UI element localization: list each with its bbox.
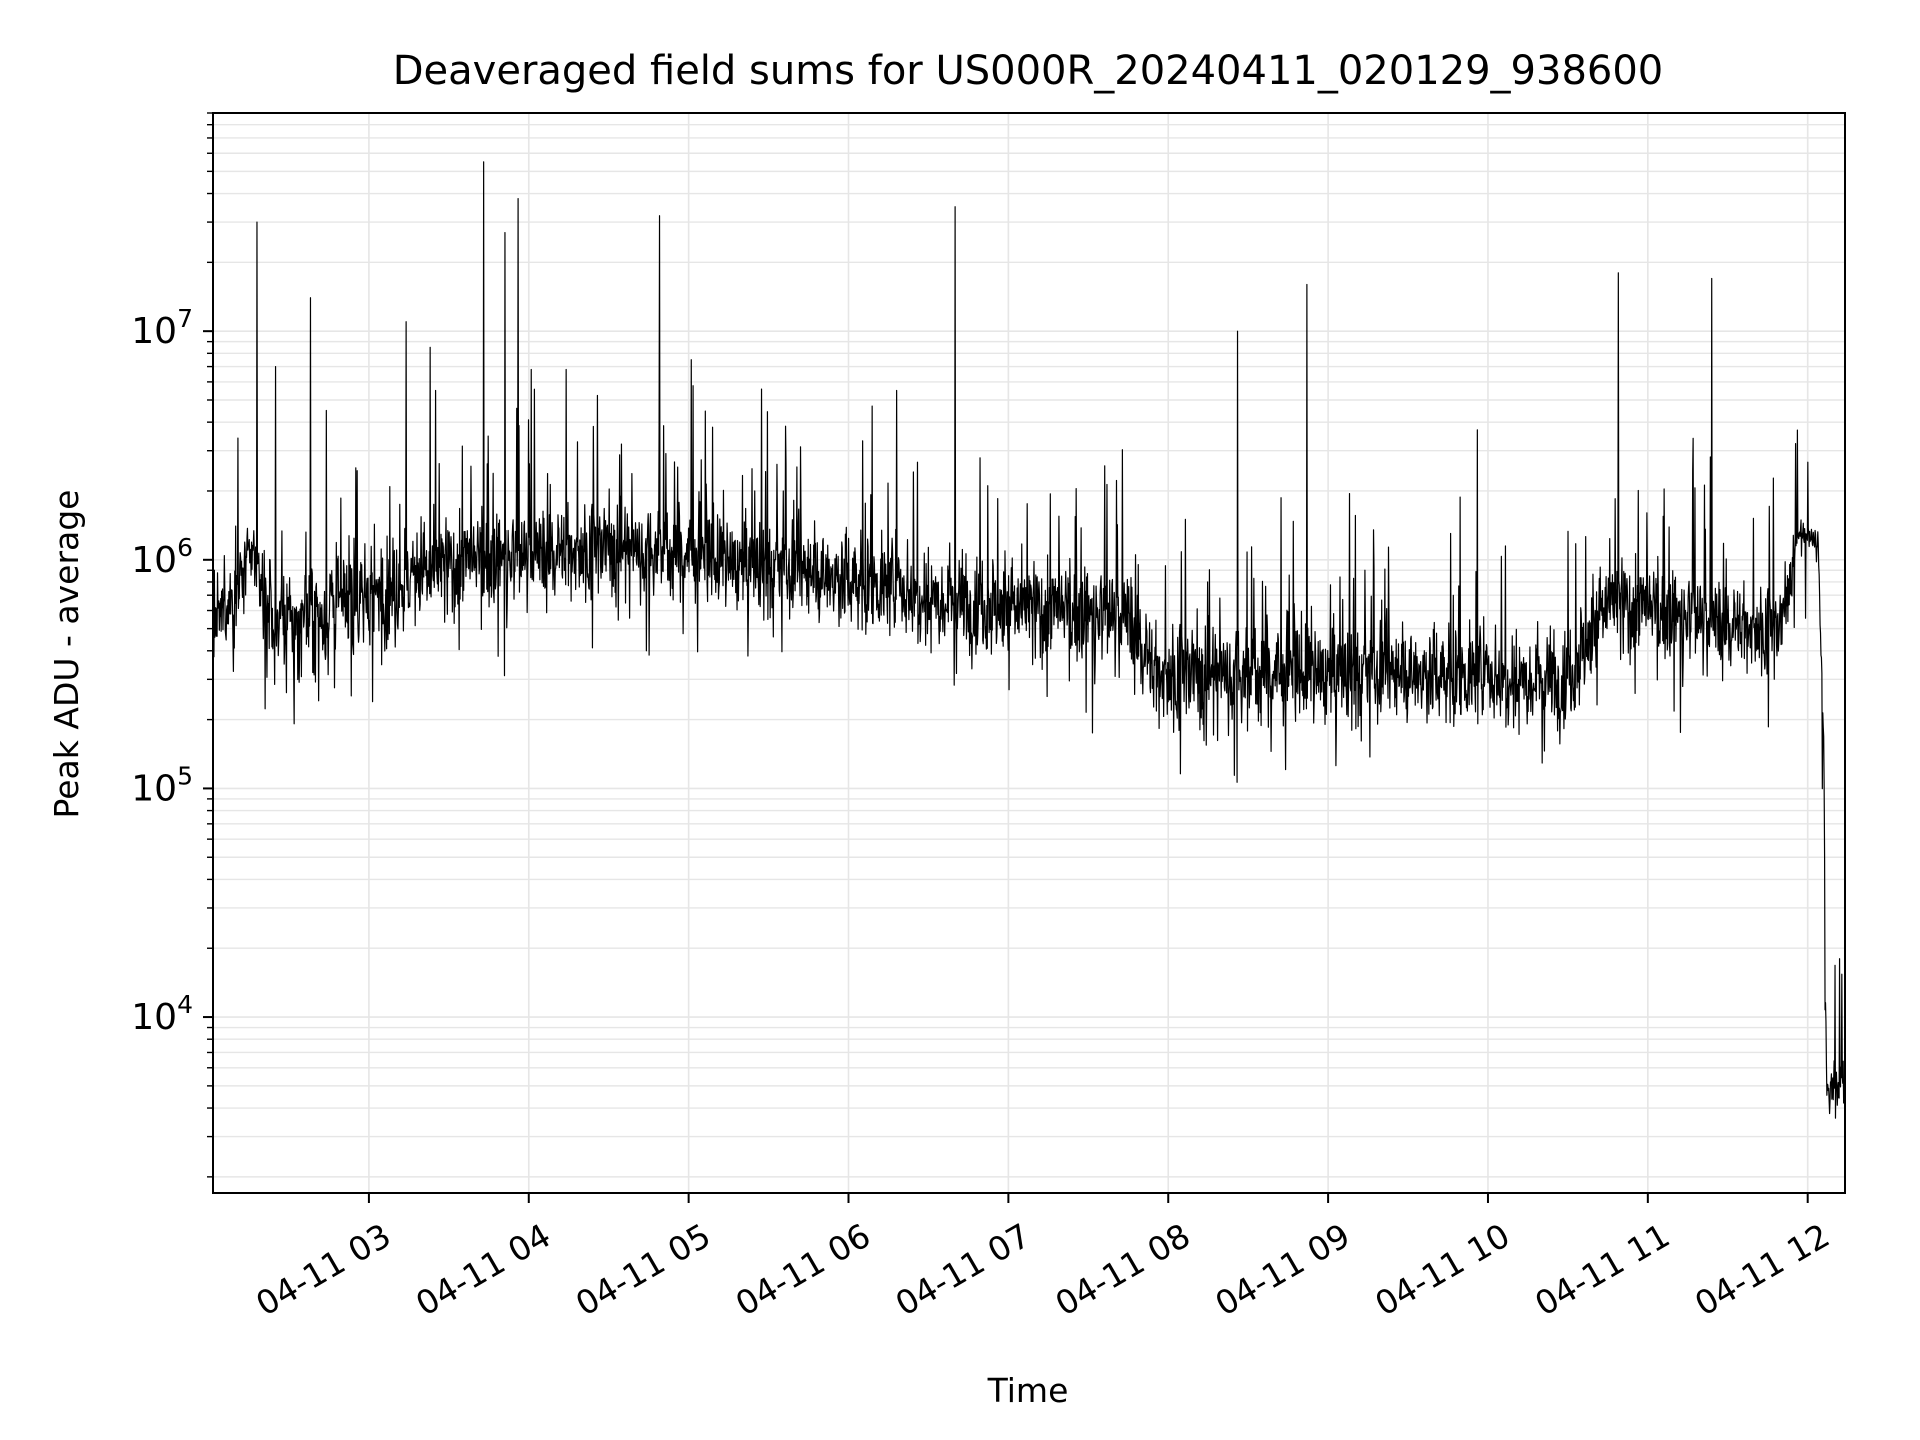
series-line (212, 161, 1846, 1119)
y-tick-label: 106 (131, 533, 193, 581)
y-axis-label: Peak ADU - average (47, 490, 86, 819)
y-axis: 104 105 106 107 (131, 112, 213, 1178)
y-tick-label: 107 (131, 304, 193, 352)
chart-title: Deaveraged field sums for US000R_2024041… (393, 48, 1664, 94)
x-axis-label: Time (987, 1371, 1069, 1410)
y-tick-label: 105 (131, 761, 193, 809)
axes-frame (212, 112, 1846, 1194)
plot-area (212, 161, 1846, 1119)
y-tick-label: 104 (131, 990, 193, 1038)
